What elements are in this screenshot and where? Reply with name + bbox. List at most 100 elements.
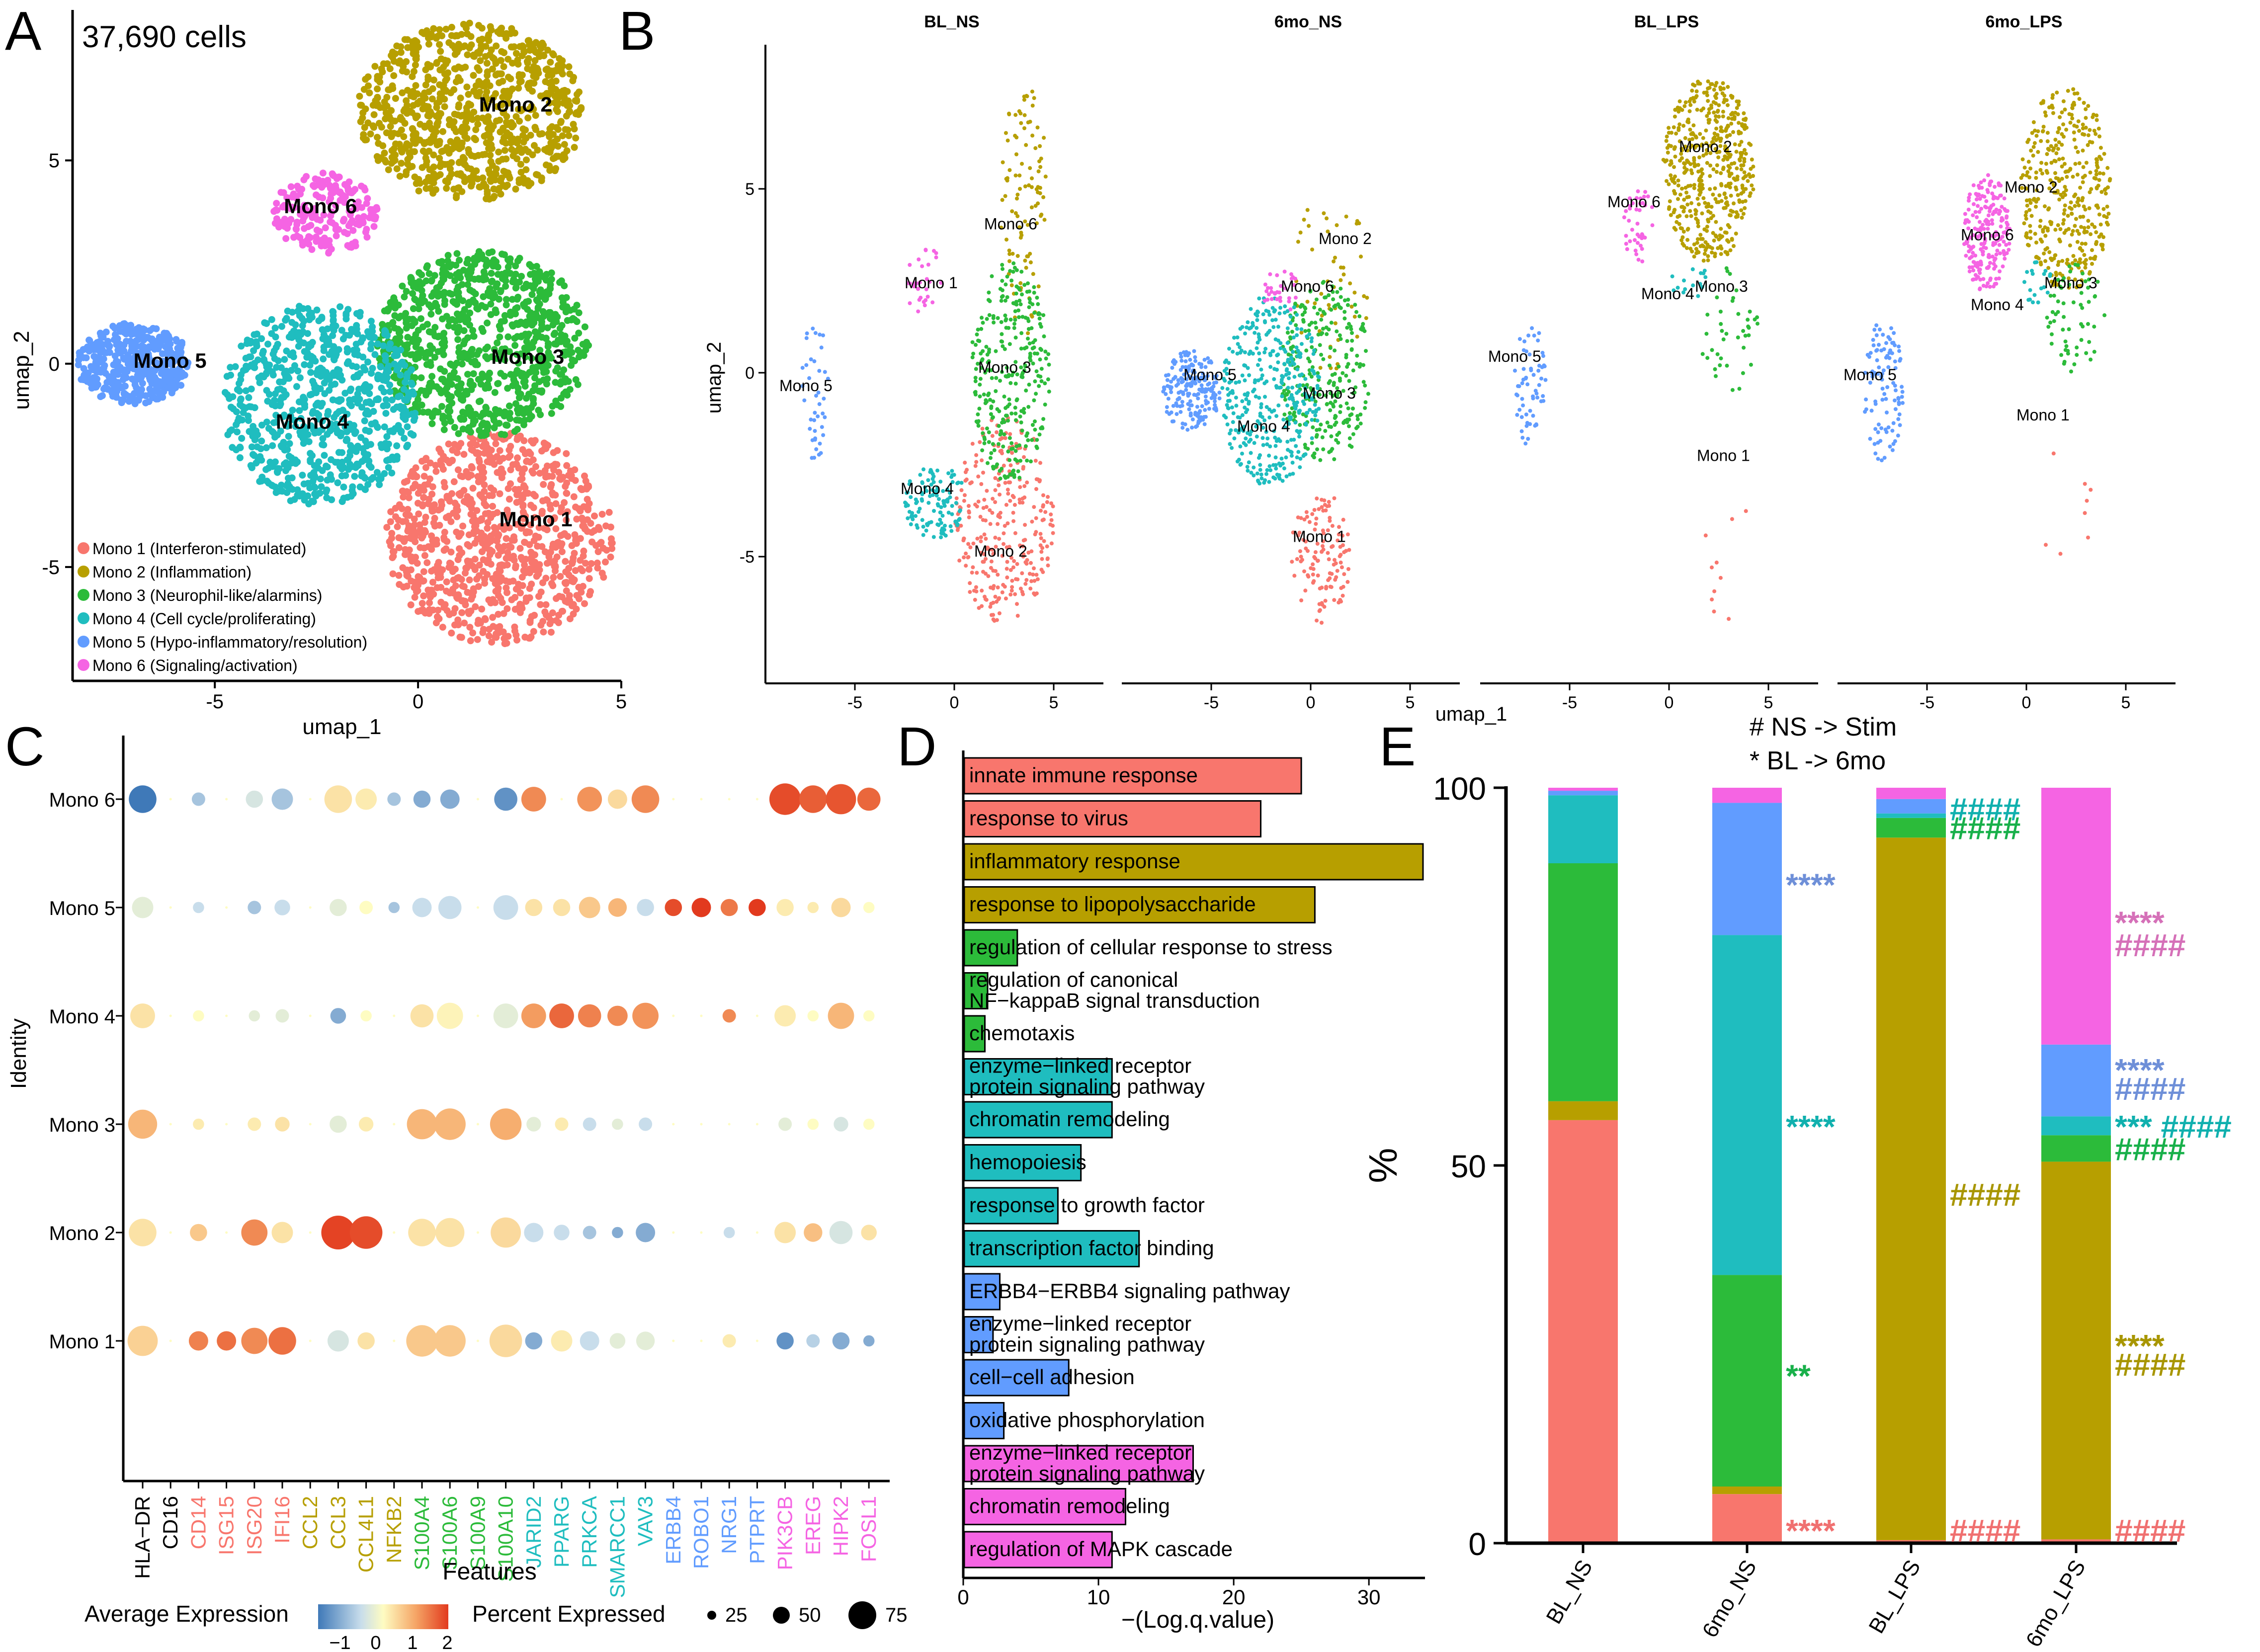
cell-point: [316, 368, 323, 376]
cell-point: [1034, 530, 1038, 534]
cell-point: [346, 448, 354, 455]
cell-point: [386, 388, 394, 395]
cell-point: [358, 469, 366, 477]
cell-point: [494, 339, 501, 346]
cell-point: [817, 402, 822, 407]
cell-point: [1330, 572, 1334, 576]
cell-point: [391, 345, 399, 353]
cell-point: [983, 437, 987, 441]
cell-point: [489, 277, 496, 285]
cell-point: [569, 315, 577, 322]
cell-point: [992, 448, 997, 452]
cell-point: [1041, 313, 1046, 318]
cell-point: [980, 448, 985, 453]
cell-point: [443, 456, 450, 464]
cell-point: [491, 193, 498, 200]
cell-point: [80, 376, 87, 384]
cell-point: [1013, 531, 1017, 535]
cell-point: [813, 429, 817, 433]
cell-point: [444, 251, 452, 259]
cell-point: [292, 321, 299, 329]
cell-point: [1018, 302, 1023, 307]
cell-point: [310, 182, 317, 189]
cell-point: [431, 514, 438, 522]
cell-point: [800, 366, 805, 370]
cell-point: [816, 414, 820, 418]
cell-point: [1328, 576, 1332, 580]
cell-point: [426, 380, 434, 387]
cell-point: [577, 535, 584, 542]
cell-point: [531, 57, 539, 64]
cell-point: [416, 484, 423, 491]
cell-point: [520, 284, 527, 292]
cell-point: [400, 583, 407, 591]
cell-point: [315, 429, 323, 436]
cell-point: [1032, 345, 1036, 350]
cell-point: [529, 87, 536, 95]
cell-point: [467, 441, 474, 448]
cell-point: [441, 161, 448, 168]
cell-point: [317, 475, 324, 483]
cell-point: [1049, 518, 1054, 522]
legend-swatch: [78, 589, 89, 601]
cell-point: [301, 396, 308, 403]
cell-point: [1038, 461, 1042, 465]
cell-point: [973, 379, 978, 384]
cell-point: [480, 293, 487, 300]
cell-point: [542, 334, 550, 342]
cell-point: [1036, 190, 1040, 194]
cell-point: [396, 425, 403, 433]
cell-point: [548, 269, 555, 277]
cell-point: [425, 270, 433, 277]
cell-point: [909, 514, 914, 519]
cell-point: [452, 261, 460, 269]
cell-point: [561, 332, 569, 340]
cell-point: [1026, 281, 1030, 286]
cell-point: [301, 404, 309, 411]
cell-point: [527, 79, 534, 86]
cell-point: [1314, 516, 1319, 521]
cell-point: [384, 307, 391, 315]
cell-point: [478, 532, 485, 540]
cell-point: [227, 364, 234, 371]
cell-point: [439, 292, 447, 299]
cell-point: [445, 512, 452, 520]
cell-point: [998, 449, 1003, 453]
cell-point: [273, 364, 280, 371]
cell-point: [478, 42, 485, 49]
cell-point: [402, 517, 410, 525]
cell-point: [515, 486, 522, 493]
cell-point: [387, 116, 395, 123]
cell-point: [423, 559, 431, 567]
cell-point: [482, 502, 490, 509]
cell-point: [514, 410, 522, 417]
cell-point: [119, 383, 127, 391]
cell-point: [1026, 336, 1030, 341]
cell-point: [464, 350, 472, 358]
cell-point: [451, 566, 459, 573]
cell-point: [949, 475, 954, 479]
cell-point: [1011, 565, 1015, 570]
cell-point: [1006, 418, 1010, 423]
cell-point: [547, 315, 555, 323]
cell-point: [998, 437, 1003, 441]
cell-point: [1327, 499, 1331, 504]
cell-point: [996, 522, 1000, 526]
cell-point: [474, 115, 481, 122]
cell-point: [459, 522, 467, 530]
cell-point: [343, 428, 350, 435]
cell-point: [456, 633, 464, 641]
cell-point: [931, 535, 936, 539]
cell-point: [536, 470, 543, 477]
cell-point: [490, 413, 497, 421]
cell-point: [570, 121, 577, 128]
cell-point: [1009, 441, 1014, 445]
cell-point: [463, 468, 470, 475]
cell-point: [481, 615, 489, 622]
cell-point: [537, 411, 544, 418]
cell-point: [161, 374, 168, 382]
cluster-label: Mono 5: [134, 349, 207, 372]
cell-point: [1335, 569, 1339, 573]
cell-point: [999, 320, 1004, 325]
cell-point: [370, 111, 378, 118]
